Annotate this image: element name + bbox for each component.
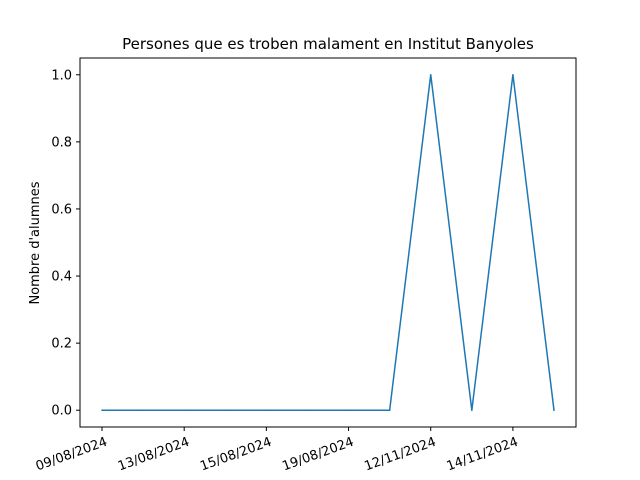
x-tick-label: 12/11/2024 xyxy=(363,435,439,475)
data-point xyxy=(471,409,473,412)
y-tick-label: 1.0 xyxy=(51,68,72,83)
x-tick-label: 15/08/2024 xyxy=(198,435,274,475)
data-point xyxy=(347,409,350,412)
data-point xyxy=(224,409,227,412)
series-line xyxy=(102,74,555,411)
y-tick-label: 0.4 xyxy=(51,270,72,285)
data-point xyxy=(265,409,268,412)
x-axis-ticks: 09/08/2024 13/08/2024 15/08/2024 19/08/2024… xyxy=(34,427,520,474)
data-point xyxy=(553,409,555,412)
y-axis-label: Nombre d'alumnes xyxy=(28,181,43,304)
data-point xyxy=(101,409,103,412)
chart-title: Persones que es troben malament en Insti… xyxy=(122,35,534,53)
data-point xyxy=(142,409,144,412)
plot-area-frame xyxy=(79,57,577,428)
y-axis-ticks: 0.0 0.2 0.4 0.6 0.8 1.0 xyxy=(51,68,80,419)
x-tick-label: 14/11/2024 xyxy=(445,435,521,475)
data-point xyxy=(183,409,185,412)
x-tick-label: 19/08/2024 xyxy=(280,435,356,475)
series-layer xyxy=(101,73,555,412)
data-point xyxy=(512,73,514,76)
data-point xyxy=(429,73,432,76)
data-point xyxy=(306,409,309,412)
y-tick-label: 0.2 xyxy=(51,337,72,352)
y-tick-label: 0.8 xyxy=(51,135,72,150)
y-tick-label: 0.6 xyxy=(51,202,72,217)
x-tick-label: 09/08/2024 xyxy=(34,435,110,475)
y-tick-label: 0.0 xyxy=(51,404,72,419)
data-point xyxy=(388,409,391,412)
x-tick-label: 13/08/2024 xyxy=(116,435,192,475)
